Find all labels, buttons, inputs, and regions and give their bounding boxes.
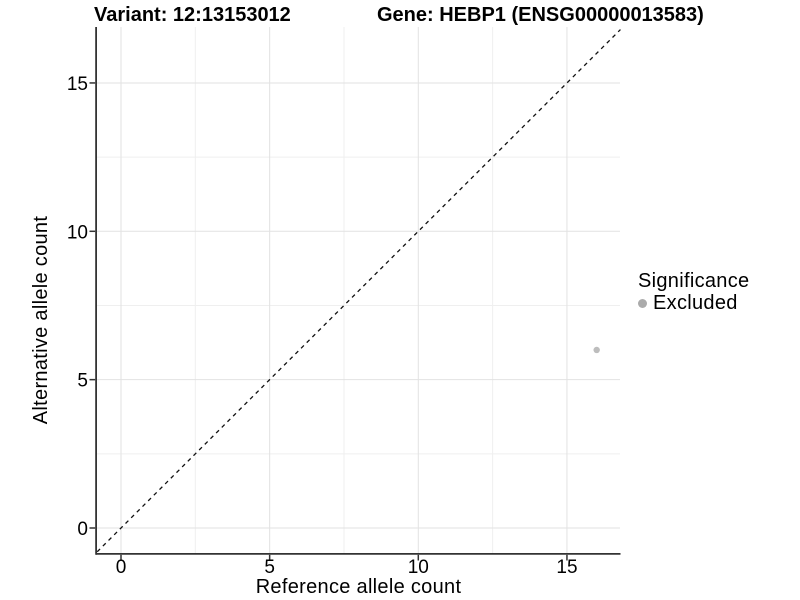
legend-key-dot-icon: [638, 298, 647, 308]
x-tick-label: 15: [556, 557, 577, 578]
y-tick-label: 15: [67, 74, 88, 95]
title-variant: Variant: 12:13153012: [94, 4, 291, 26]
x-tick-label: 0: [116, 557, 127, 578]
legend: Significance Excluded: [638, 271, 749, 313]
legend-item: Excluded: [638, 293, 749, 313]
y-tick-label: 5: [77, 371, 88, 392]
y-tick-label: 10: [67, 222, 88, 243]
legend-items: Excluded: [638, 293, 749, 313]
y-tick-label: 0: [77, 519, 88, 540]
x-axis-title: Reference allele count: [255, 576, 462, 598]
legend-item-label: Excluded: [653, 292, 738, 314]
data-point: [593, 346, 600, 354]
x-tick-label: 10: [408, 557, 429, 578]
x-tick-label: 5: [264, 557, 275, 578]
title-gene: Gene: HEBP1 (ENSG00000013583): [377, 4, 704, 26]
legend-title: Significance: [638, 270, 750, 292]
identity-reference-line: [96, 29, 621, 553]
